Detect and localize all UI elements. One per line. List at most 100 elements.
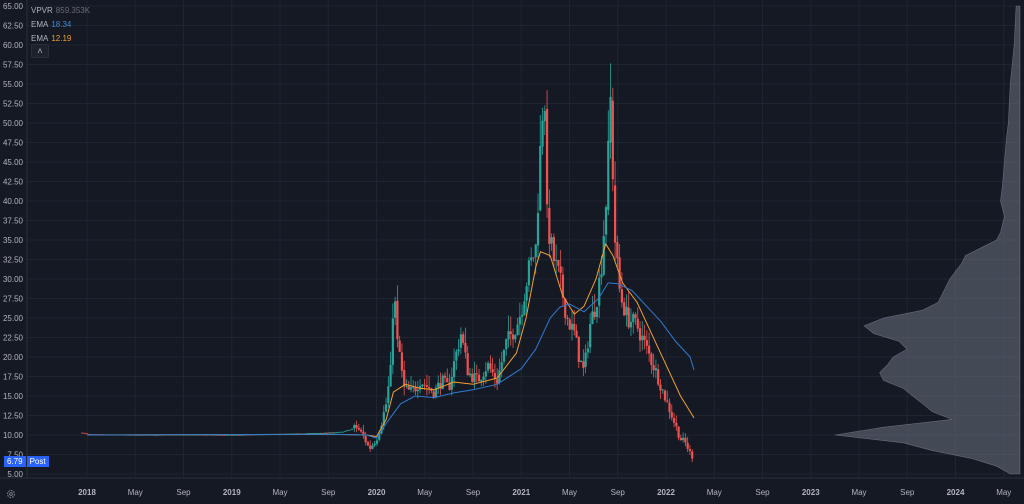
candle-body [353, 425, 356, 429]
settings-gear-icon[interactable] [5, 488, 17, 500]
candle [675, 415, 678, 431]
candle-body [618, 257, 621, 289]
candle [661, 389, 664, 394]
y-tick-label: 20.00 [3, 353, 24, 362]
candle [691, 449, 694, 463]
candle [448, 373, 451, 391]
candle-body [355, 425, 358, 428]
price-axis[interactable]: 5.00 7.50 10.00 12.50 15.00 17.50 20.00 22.50 25… [3, 2, 24, 479]
candle [353, 423, 356, 432]
candle [373, 440, 376, 448]
candle [555, 244, 558, 276]
candle-body [468, 373, 472, 376]
candle [509, 316, 512, 346]
candle-body [375, 440, 379, 444]
candle [414, 381, 417, 395]
candle-body [534, 244, 537, 258]
x-tick-label: May [996, 488, 1011, 497]
x-tick-label: May [128, 488, 143, 497]
candle-body [341, 431, 345, 433]
candle [455, 349, 458, 371]
candle-body [611, 100, 614, 180]
candle-body [312, 433, 315, 434]
x-tick-label: 2020 [368, 488, 386, 497]
candle-body [307, 433, 311, 435]
candle-body [645, 340, 648, 346]
candle [672, 412, 676, 428]
candle-body [339, 431, 342, 433]
candle-body [219, 434, 222, 436]
candle-body [595, 307, 599, 318]
candle-body [434, 387, 438, 398]
candle [595, 306, 599, 324]
candle [382, 405, 385, 431]
candle-body [212, 434, 215, 436]
legend-collapse-button[interactable]: ˄ [31, 44, 49, 58]
candle-body [448, 382, 451, 390]
candle [344, 430, 347, 432]
candle-body [484, 371, 487, 377]
candle-body [203, 434, 206, 436]
candle-body [507, 331, 510, 340]
candle-body [153, 434, 156, 436]
candle [570, 309, 574, 341]
candle-body [457, 349, 460, 352]
legend-ema-slow[interactable]: EMA 12.19 [31, 32, 90, 46]
candle [305, 433, 308, 435]
candle-body [87, 434, 91, 435]
candle-body [632, 314, 635, 323]
candle-body [310, 433, 313, 434]
candle [409, 376, 413, 393]
candle-body [246, 434, 249, 436]
candle [350, 428, 354, 430]
candle [670, 404, 673, 421]
candle [632, 311, 635, 334]
candle [561, 266, 565, 306]
candle-body [480, 380, 483, 382]
candle-body [620, 289, 623, 303]
candle [484, 362, 487, 384]
candle [552, 233, 555, 269]
candle [589, 313, 592, 354]
candle-body [545, 108, 549, 205]
candle [586, 341, 589, 359]
y-tick-label: 40.00 [3, 197, 24, 206]
candle-body [509, 331, 512, 335]
candle [452, 348, 456, 387]
candle [321, 432, 324, 434]
candle-body [607, 140, 610, 210]
candle [83, 432, 86, 434]
candle-body [496, 379, 499, 384]
x-tick-label: 2019 [223, 488, 241, 497]
candle-body [335, 432, 338, 434]
indicator-legend: VPVR 859.353K EMA 18.34 EMA 12.19 [31, 4, 90, 46]
y-tick-label: 17.50 [3, 373, 24, 382]
candle [505, 338, 508, 356]
x-tick-label: Sep [611, 488, 626, 497]
candle-body [636, 318, 639, 329]
candle [541, 107, 544, 155]
candle-body [360, 429, 363, 432]
candle [604, 204, 608, 246]
candle-body [566, 317, 569, 320]
candle-body [414, 386, 417, 392]
candle-body [248, 434, 252, 436]
candle [636, 307, 639, 332]
candle-body [627, 307, 630, 328]
candle-body [629, 321, 633, 328]
candle-body [428, 386, 431, 389]
legend-vpvr[interactable]: VPVR 859.353K [31, 4, 90, 18]
candle [335, 432, 338, 434]
time-axis[interactable]: 2018 May Sep 2019 May Sep 2020 May Sep 2021 May Sep… [78, 488, 1011, 497]
y-tick-label: 32.50 [3, 256, 24, 265]
candle-body [675, 422, 678, 427]
candle [489, 355, 492, 373]
candle-body [85, 433, 88, 435]
y-tick-label: 37.50 [3, 217, 24, 226]
candle-body [582, 361, 585, 368]
candle [314, 432, 317, 434]
candle [638, 321, 642, 352]
candle-body [521, 314, 524, 317]
legend-ema-fast[interactable]: EMA 18.34 [31, 18, 90, 32]
